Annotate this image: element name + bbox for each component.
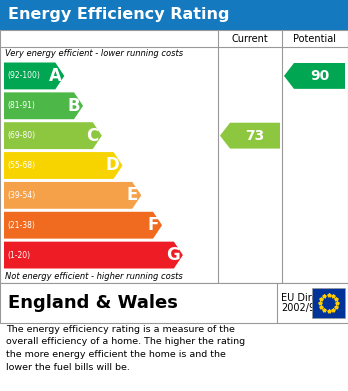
Bar bbox=[0, 283, 348, 323]
Text: G: G bbox=[166, 246, 180, 264]
Text: (21-38): (21-38) bbox=[7, 221, 35, 230]
Text: A: A bbox=[48, 67, 61, 85]
Bar bbox=[312, 288, 345, 318]
Text: B: B bbox=[68, 97, 80, 115]
Bar bbox=[0, 0, 348, 30]
Polygon shape bbox=[4, 92, 83, 119]
Text: (1-20): (1-20) bbox=[7, 251, 30, 260]
Polygon shape bbox=[4, 242, 183, 269]
Polygon shape bbox=[4, 182, 141, 209]
Text: E: E bbox=[127, 187, 138, 204]
Text: 2002/91/EC: 2002/91/EC bbox=[281, 303, 337, 313]
Text: Not energy efficient - higher running costs: Not energy efficient - higher running co… bbox=[5, 272, 183, 281]
Text: F: F bbox=[148, 216, 159, 234]
Text: D: D bbox=[106, 156, 120, 174]
Text: (69-80): (69-80) bbox=[7, 131, 35, 140]
Text: (55-68): (55-68) bbox=[7, 161, 35, 170]
Text: (39-54): (39-54) bbox=[7, 191, 35, 200]
Polygon shape bbox=[4, 152, 122, 179]
Polygon shape bbox=[4, 122, 102, 149]
Text: Potential: Potential bbox=[293, 34, 337, 43]
Text: Energy Efficiency Rating: Energy Efficiency Rating bbox=[8, 7, 229, 23]
Polygon shape bbox=[220, 123, 280, 149]
Text: 90: 90 bbox=[310, 69, 329, 83]
Polygon shape bbox=[4, 212, 162, 239]
Text: England & Wales: England & Wales bbox=[8, 294, 178, 312]
Text: The energy efficiency rating is a measure of the
overall efficiency of a home. T: The energy efficiency rating is a measur… bbox=[6, 325, 245, 371]
Text: 73: 73 bbox=[245, 129, 264, 143]
Polygon shape bbox=[4, 63, 64, 90]
Bar bbox=[0, 30, 348, 283]
Text: EU Directive: EU Directive bbox=[281, 293, 341, 303]
Text: (92-100): (92-100) bbox=[7, 72, 40, 81]
Text: Very energy efficient - lower running costs: Very energy efficient - lower running co… bbox=[5, 50, 183, 59]
Text: Current: Current bbox=[232, 34, 268, 43]
Text: (81-91): (81-91) bbox=[7, 101, 35, 110]
Polygon shape bbox=[284, 63, 345, 89]
Text: C: C bbox=[87, 127, 99, 145]
